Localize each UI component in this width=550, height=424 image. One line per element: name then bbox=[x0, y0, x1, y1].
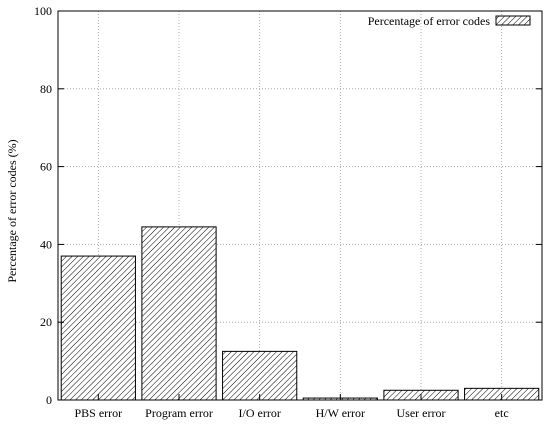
y-tick-label: 0 bbox=[46, 393, 52, 407]
x-tick-label: etc bbox=[495, 406, 509, 420]
x-tick-label: I/O error bbox=[239, 406, 281, 420]
bar-i-o-error bbox=[222, 350, 298, 401]
bar-pbs-error bbox=[60, 255, 136, 401]
bars bbox=[60, 226, 540, 401]
y-tick-label: 20 bbox=[40, 315, 52, 329]
x-tick-label: H/W error bbox=[316, 406, 365, 420]
bar-program-error bbox=[141, 226, 217, 401]
x-tick-label: User error bbox=[397, 406, 446, 420]
y-tick-label: 60 bbox=[40, 160, 52, 174]
plot-frame bbox=[57, 10, 543, 401]
legend-label: Percentage of error codes bbox=[368, 14, 491, 28]
y-axis-label: Percentage of error codes (%) bbox=[5, 139, 19, 282]
y-tick-label: 100 bbox=[34, 4, 52, 18]
legend-swatch bbox=[495, 15, 531, 26]
legend: Percentage of error codes bbox=[368, 14, 531, 28]
axes: 0 20 40 60 80 100 PBS error Program error I/O er… bbox=[34, 4, 543, 420]
x-tick-label: PBS error bbox=[74, 406, 122, 420]
x-tick-label: Program error bbox=[145, 406, 213, 420]
y-tick-label: 80 bbox=[40, 82, 52, 96]
y-tick-label: 40 bbox=[40, 237, 52, 251]
